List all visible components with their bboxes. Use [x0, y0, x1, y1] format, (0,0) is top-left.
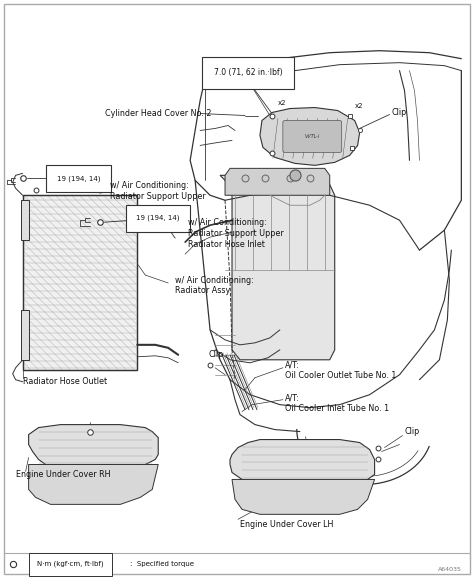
Text: Radiator Support Upper: Radiator Support Upper — [110, 192, 206, 201]
Text: Oil Cooler Inlet Tube No. 1: Oil Cooler Inlet Tube No. 1 — [285, 404, 389, 413]
Polygon shape — [21, 310, 28, 360]
Text: w/ Air Conditioning:: w/ Air Conditioning: — [188, 218, 267, 227]
Text: :  Specified torque: : Specified torque — [130, 561, 194, 567]
Polygon shape — [225, 168, 330, 195]
Text: x2: x2 — [278, 99, 286, 106]
FancyBboxPatch shape — [283, 120, 342, 153]
Polygon shape — [28, 465, 158, 505]
Polygon shape — [230, 439, 374, 483]
Text: Clip: Clip — [208, 350, 223, 360]
Text: Radiator Support Upper: Radiator Support Upper — [188, 229, 284, 238]
Text: Radiator Hose Outlet: Radiator Hose Outlet — [23, 377, 107, 386]
Polygon shape — [28, 425, 158, 468]
Polygon shape — [220, 175, 335, 360]
Text: N·m (kgf·cm, ft·lbf): N·m (kgf·cm, ft·lbf) — [37, 561, 104, 568]
FancyBboxPatch shape — [23, 195, 137, 370]
Text: 7.0 (71, 62 in.·lbf): 7.0 (71, 62 in.·lbf) — [214, 68, 283, 77]
Text: Clip: Clip — [404, 427, 420, 436]
Text: Radiator Hose Inlet: Radiator Hose Inlet — [188, 240, 265, 249]
Text: 19 (194, 14): 19 (194, 14) — [57, 175, 100, 181]
Text: A/T:: A/T: — [285, 360, 300, 369]
Text: w/ Air Conditioning:: w/ Air Conditioning: — [110, 181, 189, 190]
Text: Oil Cooler Outlet Tube No. 1: Oil Cooler Outlet Tube No. 1 — [285, 371, 396, 380]
Text: 19 (194, 14): 19 (194, 14) — [137, 215, 180, 221]
Polygon shape — [260, 108, 360, 165]
Text: VVTL-i: VVTL-i — [304, 134, 319, 139]
Text: x2: x2 — [355, 102, 363, 109]
Text: w/ Air Conditioning:: w/ Air Conditioning: — [175, 276, 254, 284]
Polygon shape — [232, 479, 374, 514]
Text: A/T:: A/T: — [285, 393, 300, 402]
Text: Engine Under Cover RH: Engine Under Cover RH — [16, 470, 110, 479]
Text: Cylinder Head Cover No. 2: Cylinder Head Cover No. 2 — [105, 109, 212, 118]
Text: Radiator Assy: Radiator Assy — [175, 287, 230, 295]
Text: A64035: A64035 — [438, 566, 461, 572]
Text: Engine Under Cover LH: Engine Under Cover LH — [240, 520, 333, 529]
Text: Clip: Clip — [392, 108, 407, 117]
FancyBboxPatch shape — [4, 4, 470, 574]
Polygon shape — [21, 200, 28, 240]
